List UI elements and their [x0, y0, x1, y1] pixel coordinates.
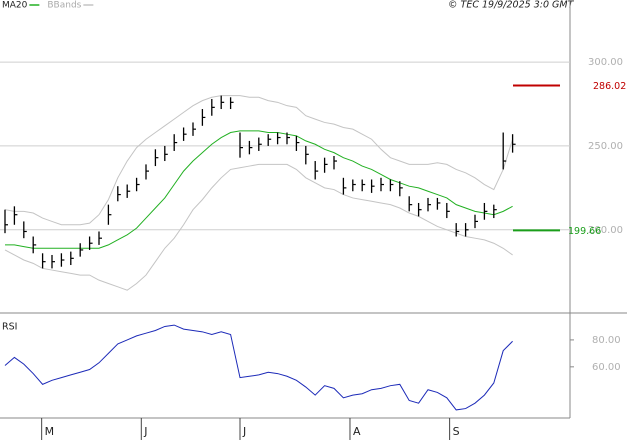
y-tick-label: 250.00 — [588, 141, 623, 152]
legend-label: BBands — [47, 1, 81, 11]
legend-label: MA20 — [2, 1, 28, 11]
reference-label: 286.02 — [593, 81, 626, 92]
x-tick-label: J — [242, 425, 246, 438]
x-tick-label: M — [45, 425, 55, 438]
reference-label: 199.66 — [568, 226, 601, 237]
panel-title: RSI — [2, 322, 17, 333]
x-tick-label: A — [353, 425, 361, 438]
y-tick-label: 300.00 — [588, 57, 623, 68]
x-tick-label: J — [143, 425, 147, 438]
bollinger-upper — [4, 95, 514, 226]
bollinger-lower — [4, 163, 513, 291]
rsi-line — [4, 324, 513, 411]
copyright: © TEC 19/9/2025 3:0 GMT — [448, 0, 575, 11]
y-tick-label: 80.00 — [592, 335, 621, 346]
x-tick-label: S — [453, 425, 460, 438]
y-tick-label: 60.00 — [592, 362, 621, 373]
y-tick-label: 200.00 — [588, 225, 623, 236]
